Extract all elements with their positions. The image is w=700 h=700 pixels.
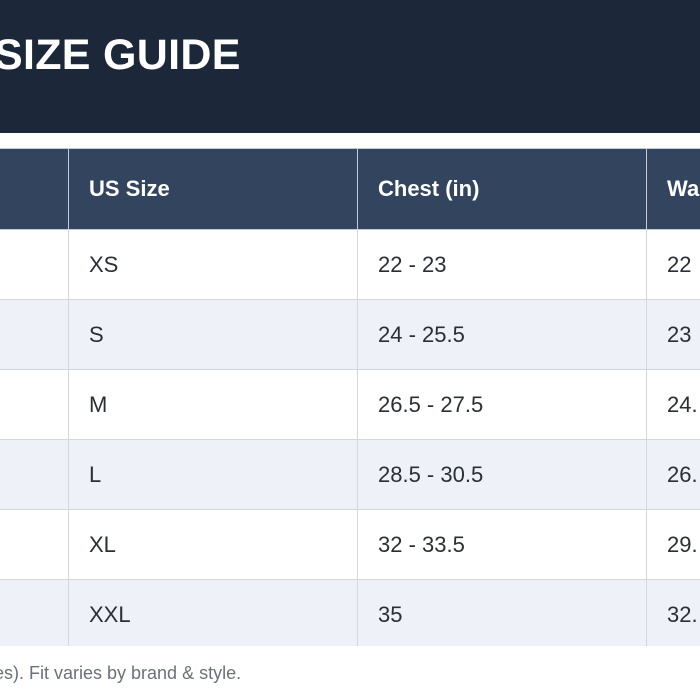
table-cell (0, 299, 69, 370)
table-row: L 28.5 - 30.5 26. (0, 439, 700, 510)
us-size-cell: XL (68, 509, 358, 580)
table-header-row: US Size Chest (in) Wa (0, 148, 700, 230)
table-cell (0, 579, 69, 646)
waist-cell: 26. (646, 439, 700, 510)
column-header-waist: Wa (646, 148, 700, 230)
us-size-cell: M (68, 369, 358, 440)
us-size-cell: S (68, 299, 358, 370)
chest-cell: 28.5 - 30.5 (357, 439, 647, 510)
chest-cell: 22 - 23 (357, 229, 647, 300)
waist-cell: 29. (646, 509, 700, 580)
table-row: XL 32 - 33.5 29. (0, 509, 700, 580)
size-table-container: US Size Chest (in) Wa XS 22 - 23 22 S 24… (0, 148, 700, 646)
table-row: S 24 - 25.5 23 (0, 299, 700, 370)
table-row: XS 22 - 23 22 (0, 229, 700, 300)
us-size-cell: XXL (68, 579, 358, 646)
chest-cell: 26.5 - 27.5 (357, 369, 647, 440)
table-cell (0, 439, 69, 510)
us-size-cell: XS (68, 229, 358, 300)
table-cell (0, 229, 69, 300)
waist-cell: 23 (646, 299, 700, 370)
column-header-us-size: US Size (68, 148, 358, 230)
page-title: SIZE GUIDE (0, 31, 241, 79)
size-guide-table: US Size Chest (in) Wa XS 22 - 23 22 S 24… (0, 148, 700, 646)
fit-footnote: es). Fit varies by brand & style. (0, 663, 242, 683)
waist-cell: 22 (646, 229, 700, 300)
waist-cell: 24. (646, 369, 700, 440)
table-row: M 26.5 - 27.5 24. (0, 369, 700, 440)
table-cell (0, 369, 69, 440)
table-cell (0, 509, 69, 580)
table-row: XXL 35 32. (0, 579, 700, 646)
page-header-banner: SIZE GUIDE (0, 0, 700, 133)
chest-cell: 24 - 25.5 (357, 299, 647, 370)
us-size-cell: L (68, 439, 358, 510)
chest-cell: 32 - 33.5 (357, 509, 647, 580)
column-header-chest: Chest (in) (357, 148, 647, 230)
column-header (0, 148, 69, 230)
chest-cell: 35 (357, 579, 647, 646)
waist-cell: 32. (646, 579, 700, 646)
